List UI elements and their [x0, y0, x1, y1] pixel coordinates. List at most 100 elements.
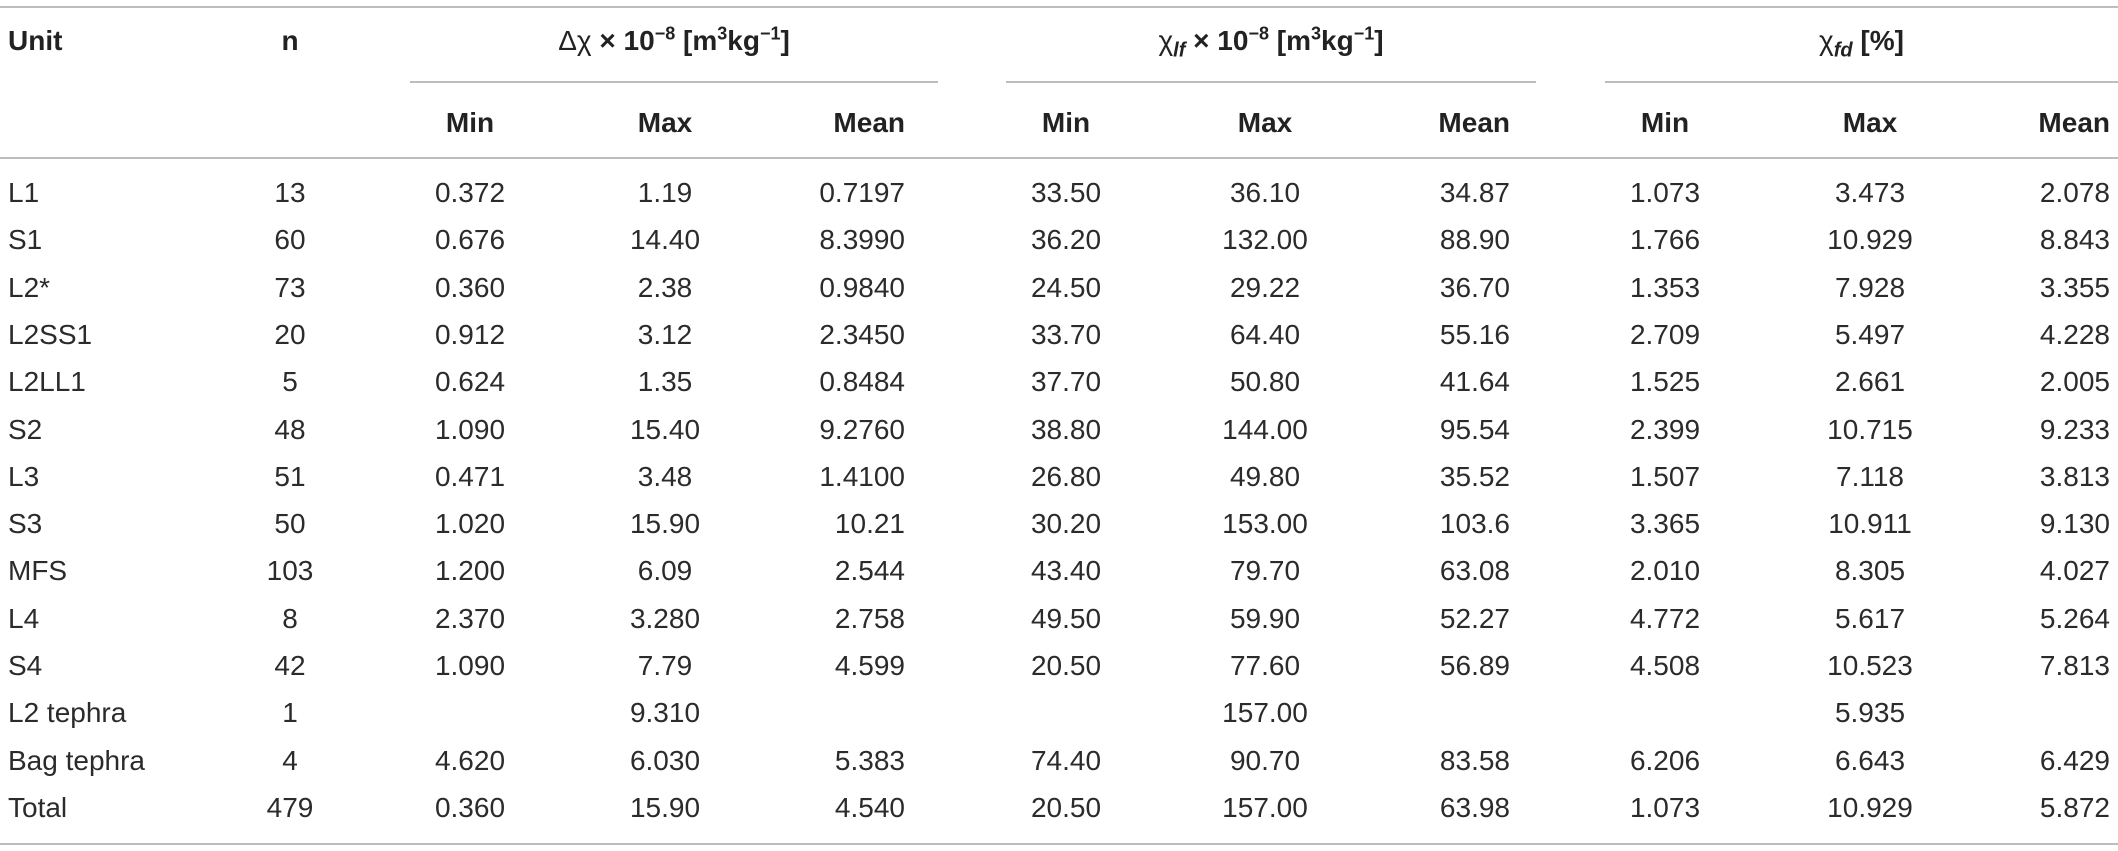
n-cell: 42 — [274, 650, 306, 681]
value-cell: 49.80 — [1229, 461, 1301, 492]
value-cell: 37.70 — [1030, 366, 1102, 397]
times-sign: × — [1193, 25, 1210, 56]
value-cell: 4.599 — [834, 650, 905, 681]
group1-underline — [410, 81, 938, 83]
value-cell: 2.709 — [1629, 319, 1701, 350]
value-cell: 74.40 — [1030, 745, 1102, 776]
value-cell: 5.497 — [1834, 319, 1906, 350]
value-cell: 7.118 — [1836, 461, 1904, 492]
unit-part-b: kg — [1321, 25, 1354, 56]
chi-symbol: χ — [1819, 25, 1834, 56]
value-cell: 103.6 — [1439, 508, 1510, 539]
unit-sup-3: 3 — [1310, 23, 1321, 44]
value-cell: 59.90 — [1229, 603, 1301, 634]
value-cell: 9.130 — [2039, 508, 2110, 539]
value-cell: 83.58 — [1439, 745, 1510, 776]
value-cell: 2.661 — [1834, 366, 1906, 397]
header-bottom-rule — [0, 157, 2118, 159]
value-cell: 24.50 — [1030, 272, 1102, 303]
value-cell: 55.16 — [1439, 319, 1510, 350]
unit-cell: L2LL1 — [8, 366, 86, 397]
value-cell: 5.617 — [1834, 603, 1906, 634]
value-cell: 157.00 — [1222, 697, 1308, 728]
value-cell: 4.027 — [2039, 555, 2110, 586]
header-n: n — [281, 25, 299, 56]
value-cell: 10.715 — [1827, 414, 1913, 445]
value-cell: 7.79 — [637, 650, 693, 681]
n-cell: 60 — [274, 224, 306, 255]
value-cell: 0.7197 — [819, 177, 905, 208]
value-cell: 5.935 — [1834, 697, 1906, 728]
value-cell: 10.911 — [1828, 508, 1912, 539]
value-cell: 7.928 — [1834, 272, 1906, 303]
unit-cell: S4 — [8, 650, 43, 681]
value-cell: 1.19 — [637, 177, 693, 208]
unit-cell: L4 — [8, 603, 40, 634]
subheader-mean: Mean — [833, 107, 905, 138]
n-cell: 1 — [282, 697, 298, 728]
value-cell: 36.70 — [1439, 272, 1510, 303]
power-exponent: −8 — [654, 23, 676, 44]
value-cell: 8.305 — [1834, 555, 1906, 586]
unit-part-c: ] — [1374, 25, 1384, 56]
value-cell: 1.4100 — [819, 461, 905, 492]
chi-symbol: χ — [1158, 25, 1174, 56]
unit-sup-neg1: −1 — [1353, 23, 1375, 44]
value-cell: 6.030 — [629, 745, 701, 776]
value-cell: 4.772 — [1629, 603, 1701, 634]
n-cell: 73 — [274, 272, 306, 303]
unit-part-a: [m — [683, 25, 718, 56]
value-cell: 1.073 — [1629, 177, 1701, 208]
value-cell: 3.365 — [1629, 508, 1701, 539]
value-cell: 2.078 — [2039, 177, 2110, 208]
power-base: 10 — [1217, 25, 1249, 56]
value-cell: 4.540 — [834, 792, 905, 823]
unit-cell: L2SS1 — [8, 319, 93, 350]
subheader-min: Min — [445, 107, 495, 138]
unit-cell: S3 — [8, 508, 43, 539]
value-cell: 6.429 — [2039, 745, 2110, 776]
n-cell: 50 — [274, 508, 306, 539]
value-cell: 34.87 — [1439, 177, 1510, 208]
subheader-max: Max — [637, 107, 693, 138]
value-cell: 10.21 — [834, 508, 905, 539]
value-cell: 50.80 — [1229, 366, 1301, 397]
value-cell: 2.005 — [2039, 366, 2110, 397]
value-cell: 1.090 — [434, 650, 506, 681]
group-header-delta-chi: Δχ × 10−8 [m3kg−1] — [410, 24, 938, 58]
value-cell: 26.80 — [1030, 461, 1102, 492]
group2-underline — [1006, 81, 1536, 83]
value-cell: 43.40 — [1030, 555, 1102, 586]
value-cell: 8.843 — [2039, 224, 2110, 255]
value-cell: 4.228 — [2039, 319, 2110, 350]
value-cell: 3.48 — [637, 461, 693, 492]
value-cell: 5.872 — [2039, 792, 2110, 823]
times-sign: × — [599, 25, 616, 56]
chi-subscript-fd: fd — [1833, 39, 1853, 62]
unit-cell: L3 — [8, 461, 40, 492]
value-cell: 1.020 — [434, 508, 506, 539]
value-cell: 9.310 — [629, 697, 701, 728]
n-cell: 51 — [274, 461, 306, 492]
value-cell: 4.508 — [1629, 650, 1701, 681]
unit-part-c: ] — [780, 25, 790, 56]
value-cell: 2.370 — [434, 603, 506, 634]
value-cell: 56.89 — [1439, 650, 1510, 681]
value-cell: 6.206 — [1629, 745, 1701, 776]
value-cell: 64.40 — [1229, 319, 1301, 350]
value-cell: 2.758 — [834, 603, 905, 634]
unit-part-a: [m — [1276, 25, 1311, 56]
unit-sup-3: 3 — [717, 23, 728, 44]
unit-cell: L2 tephra — [8, 697, 127, 728]
unit-cell: MFS — [8, 555, 68, 586]
value-cell: 0.360 — [434, 792, 506, 823]
value-cell: 95.54 — [1439, 414, 1510, 445]
value-cell: 77.60 — [1229, 650, 1301, 681]
value-cell: 1.525 — [1629, 366, 1701, 397]
unit-cell: S2 — [8, 414, 43, 445]
value-cell: 30.20 — [1030, 508, 1102, 539]
top-rule — [0, 6, 2118, 8]
n-cell: 103 — [266, 555, 314, 586]
value-cell: 2.544 — [834, 555, 905, 586]
value-cell: 2.3450 — [819, 319, 905, 350]
